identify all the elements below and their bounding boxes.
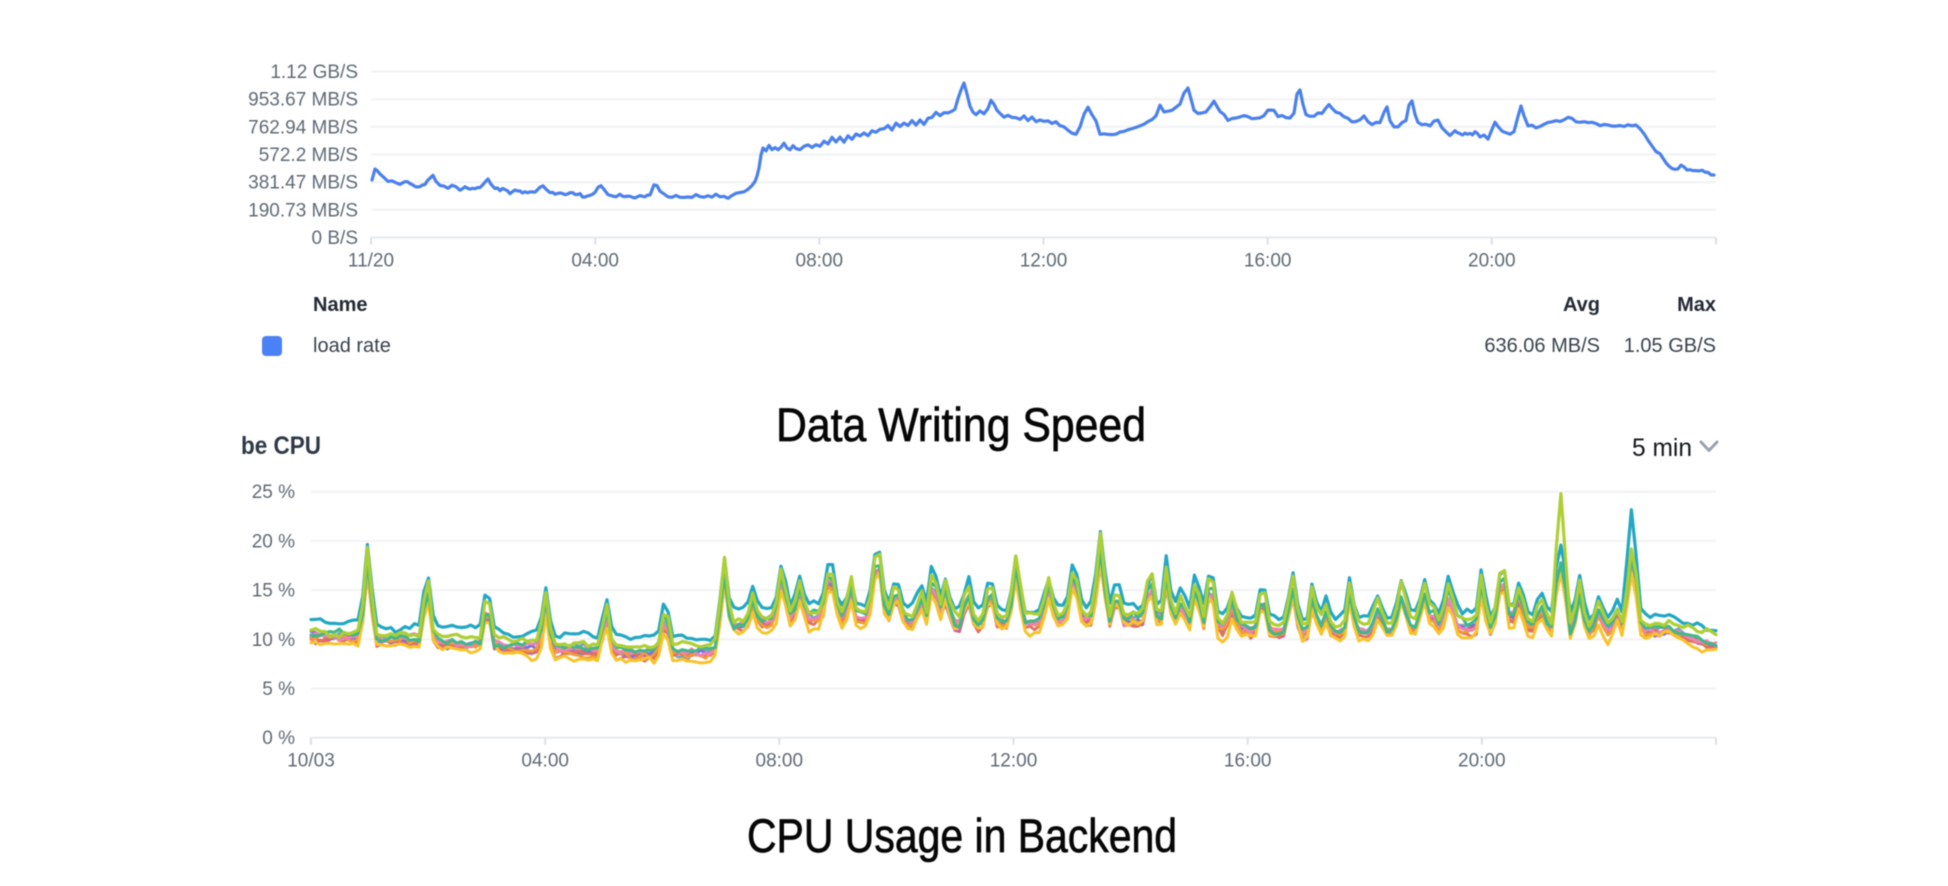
svg-text:16:00: 16:00 bbox=[1244, 251, 1292, 272]
svg-text:16:00: 16:00 bbox=[1224, 751, 1272, 772]
svg-text:0 %: 0 % bbox=[262, 728, 295, 749]
svg-text:be CPU: be CPU bbox=[241, 432, 321, 460]
svg-text:25 %: 25 % bbox=[252, 482, 295, 503]
svg-text:08:00: 08:00 bbox=[756, 751, 804, 772]
svg-text:20 %: 20 % bbox=[252, 531, 295, 552]
svg-text:04:00: 04:00 bbox=[571, 251, 619, 272]
svg-text:636.06 MB/S: 636.06 MB/S bbox=[1484, 335, 1600, 357]
svg-text:11/20: 11/20 bbox=[348, 251, 394, 272]
svg-text:Avg: Avg bbox=[1563, 294, 1600, 316]
svg-text:190.73 MB/S: 190.73 MB/S bbox=[248, 200, 358, 221]
svg-text:CPU Usage in Backend: CPU Usage in Backend bbox=[747, 809, 1177, 862]
svg-text:10/03: 10/03 bbox=[287, 751, 335, 772]
svg-text:762.94 MB/S: 762.94 MB/S bbox=[248, 117, 358, 138]
svg-text:load rate: load rate bbox=[313, 335, 391, 357]
svg-text:12:00: 12:00 bbox=[1020, 251, 1068, 272]
svg-text:15 %: 15 % bbox=[252, 581, 295, 602]
svg-text:04:00: 04:00 bbox=[521, 751, 569, 772]
svg-text:20:00: 20:00 bbox=[1468, 251, 1516, 272]
svg-text:381.47 MB/S: 381.47 MB/S bbox=[248, 173, 358, 194]
svg-text:0 B/S: 0 B/S bbox=[312, 228, 358, 249]
svg-text:Name: Name bbox=[313, 294, 367, 316]
svg-text:20:00: 20:00 bbox=[1458, 751, 1506, 772]
svg-text:953.67 MB/S: 953.67 MB/S bbox=[248, 90, 358, 111]
svg-text:572.2 MB/S: 572.2 MB/S bbox=[259, 145, 358, 166]
svg-text:1.05 GB/S: 1.05 GB/S bbox=[1624, 335, 1716, 357]
svg-text:Data Writing Speed: Data Writing Speed bbox=[776, 398, 1146, 451]
svg-text:5 %: 5 % bbox=[262, 679, 295, 700]
svg-text:Max: Max bbox=[1677, 294, 1716, 316]
svg-text:1.12 GB/S: 1.12 GB/S bbox=[270, 62, 358, 83]
svg-text:12:00: 12:00 bbox=[990, 751, 1038, 772]
svg-text:5 min: 5 min bbox=[1632, 434, 1692, 462]
svg-text:08:00: 08:00 bbox=[796, 251, 844, 272]
svg-text:10 %: 10 % bbox=[252, 630, 295, 651]
